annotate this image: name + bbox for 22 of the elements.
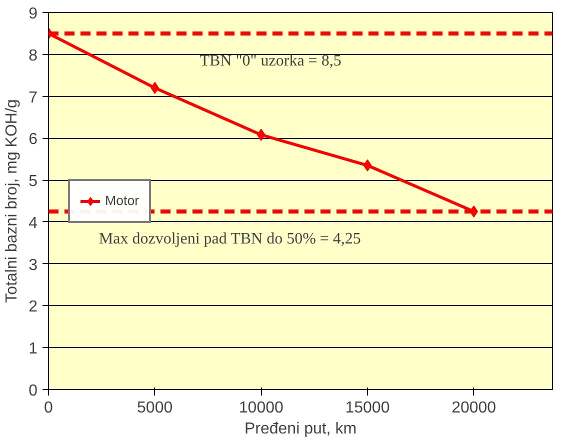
y-tick-label: 7 <box>28 89 38 106</box>
y-tick-label: 9 <box>28 6 38 22</box>
ref-line-label: Max dozvoljeni pad TBN do 50% = 4,25 <box>98 230 361 248</box>
y-tick-label: 0 <box>28 382 38 400</box>
y-axis-title: Totalni bazni broj, mg KOH/g <box>4 99 21 303</box>
x-tick-label: 20000 <box>452 400 496 416</box>
x-axis-title: Pređeni put, km <box>244 420 357 438</box>
point <box>363 159 372 172</box>
point <box>256 128 266 141</box>
y-tick-label: 4 <box>28 214 38 232</box>
y-tick-label: 1 <box>28 340 38 358</box>
x-tick-label: 0 <box>44 400 54 416</box>
ref-line-label: TBN "0" uzorka = 8,5 <box>200 52 342 70</box>
y-tick-label: 5 <box>28 173 38 190</box>
y-tick-label: 6 <box>28 131 38 148</box>
y-tick-label: 3 <box>28 256 38 274</box>
x-tick-label: 15000 <box>345 400 390 416</box>
legend-label: Motor <box>105 193 140 208</box>
y-tick-label: 8 <box>28 47 38 64</box>
y-tick-label: 2 <box>28 298 38 316</box>
x-tick-label: 10000 <box>238 400 284 416</box>
x-tick-label: 5000 <box>137 400 173 416</box>
